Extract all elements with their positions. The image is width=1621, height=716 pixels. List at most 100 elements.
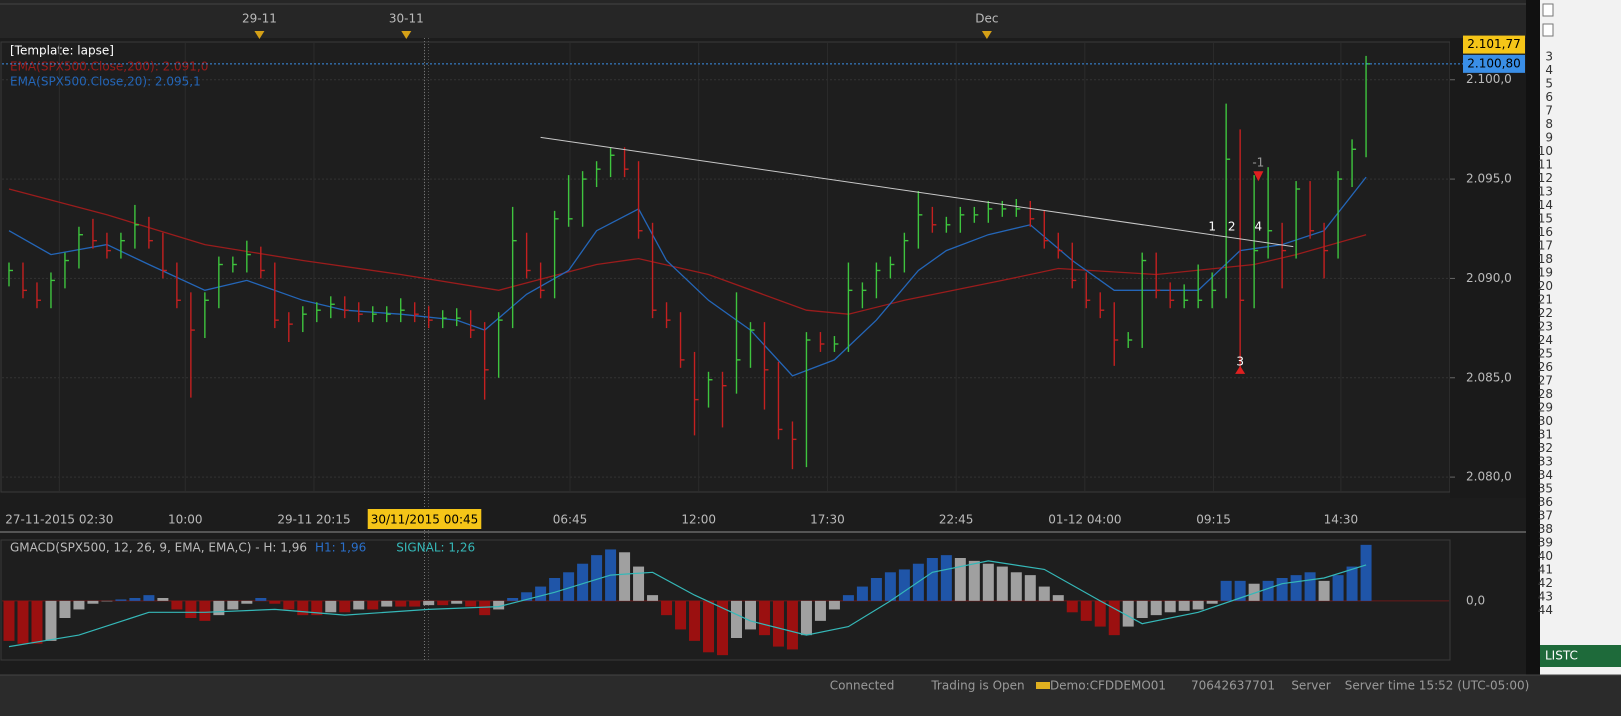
macd-bar xyxy=(157,598,169,601)
price-marker-label: 2.100,80 xyxy=(1467,56,1520,70)
row-number: 21 xyxy=(1538,293,1553,307)
row-number: 32 xyxy=(1538,441,1553,455)
macd-bar xyxy=(1122,600,1134,627)
status-item: Connected xyxy=(830,679,895,693)
macd-bar xyxy=(647,595,659,601)
macd-bar xyxy=(451,600,463,604)
macd-bar xyxy=(968,560,980,601)
macd-bar xyxy=(31,600,43,644)
macd-bar xyxy=(1010,572,1022,601)
row-number: 13 xyxy=(1538,185,1553,199)
macd-bar xyxy=(17,600,29,644)
macd-bar xyxy=(479,600,491,616)
y-tick-label: 2.090,0 xyxy=(1466,271,1512,285)
x-tick-label: 17:30 xyxy=(810,513,845,527)
row-number: 5 xyxy=(1545,77,1553,91)
macd-bar xyxy=(1164,600,1176,613)
macd-bar xyxy=(283,600,295,610)
macd-bar xyxy=(325,600,337,613)
top-axis-strip xyxy=(0,0,1528,38)
macd-bar xyxy=(59,600,71,618)
x-tick-label: 29-11 20:15 xyxy=(277,513,350,527)
macd-legend: SIGNAL: 1,26 xyxy=(396,541,475,555)
x-tick-label: 06:45 xyxy=(553,513,588,527)
row-number: 23 xyxy=(1538,320,1553,334)
signal-line xyxy=(8,560,1367,648)
price-marker-label: 2.101,77 xyxy=(1467,37,1520,51)
macd-bar xyxy=(772,600,784,647)
macd-bar xyxy=(143,595,155,601)
row-number: 14 xyxy=(1538,198,1553,212)
side-button[interactable] xyxy=(1542,23,1554,37)
x-tick-label: 12:00 xyxy=(681,513,716,527)
row-number: 37 xyxy=(1538,509,1553,523)
signal-arrow xyxy=(1235,365,1246,374)
annotation: 1 xyxy=(1208,219,1216,233)
price-marker xyxy=(1463,54,1525,73)
row-number: 41 xyxy=(1538,563,1553,577)
row-number: 38 xyxy=(1538,522,1553,536)
row-number: 15 xyxy=(1538,212,1553,226)
splitter xyxy=(1526,0,1540,675)
annotation: 2 xyxy=(1228,219,1236,233)
macd-bar xyxy=(730,600,742,638)
x-tick-label: 10:00 xyxy=(168,513,203,527)
macd-bar xyxy=(1346,566,1358,601)
macd-bar xyxy=(115,599,127,601)
status-item: 70642637701 xyxy=(1191,679,1275,693)
macd-bar xyxy=(856,586,868,601)
macd-bar xyxy=(1332,575,1344,601)
row-number: 17 xyxy=(1538,239,1553,253)
macd-bar xyxy=(1206,600,1218,604)
status-icon xyxy=(1036,682,1050,689)
macd-bar xyxy=(395,600,407,607)
macd-legend: H1: 1,96 xyxy=(315,541,366,555)
macd-bar xyxy=(563,572,575,601)
status-item: Server xyxy=(1291,679,1330,693)
row-number: 33 xyxy=(1538,455,1553,469)
row-number: 9 xyxy=(1545,131,1553,145)
macd-bar xyxy=(577,563,589,601)
row-number: 11 xyxy=(1538,158,1553,172)
row-number: 12 xyxy=(1538,171,1553,185)
macd-bar xyxy=(1150,600,1162,616)
row-number: 8 xyxy=(1545,117,1553,131)
row-number: 24 xyxy=(1538,333,1553,347)
x-tick-highlight xyxy=(367,509,482,529)
row-number: 44 xyxy=(1538,603,1553,617)
status-item: Trading is Open xyxy=(930,679,1024,693)
top-tick-marker xyxy=(254,31,265,39)
macd-bar xyxy=(549,578,561,601)
macd-bar xyxy=(521,592,533,601)
macd-bar xyxy=(1052,595,1064,601)
row-number: 28 xyxy=(1538,387,1553,401)
macd-bar xyxy=(1318,580,1330,601)
x-tick-label: 14:30 xyxy=(1324,513,1359,527)
annotation: -1 xyxy=(1252,156,1264,170)
macd-bar xyxy=(437,600,449,606)
row-number: 39 xyxy=(1538,536,1553,550)
price-axis xyxy=(1450,38,1526,498)
macd-bar xyxy=(744,600,756,630)
macd-bar xyxy=(241,600,253,604)
row-number: 16 xyxy=(1538,225,1553,239)
x-tick-label: 09:15 xyxy=(1196,513,1231,527)
row-number: 19 xyxy=(1538,266,1553,280)
row-number: 10 xyxy=(1538,144,1553,158)
row-number: 26 xyxy=(1538,360,1553,374)
annotation: 4 xyxy=(1255,219,1263,233)
row-number: 4 xyxy=(1545,63,1553,77)
macd-bar xyxy=(353,600,365,610)
price-panel xyxy=(0,41,1451,493)
macd-bar xyxy=(1094,600,1106,627)
trend-line xyxy=(540,136,1294,248)
macd-bar xyxy=(255,598,267,601)
row-number: 40 xyxy=(1538,549,1553,563)
macd-bar xyxy=(1178,600,1190,611)
macd-bar xyxy=(381,600,393,607)
macd-bar xyxy=(884,572,896,601)
side-button[interactable] xyxy=(1542,3,1554,17)
top-tick-label: 29-11 xyxy=(242,12,277,26)
top-tick-label: 30-11 xyxy=(389,12,424,26)
macd-bar xyxy=(1234,580,1246,601)
